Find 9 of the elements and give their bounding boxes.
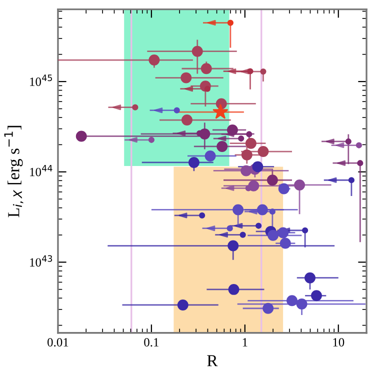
- x-axis-title: R: [207, 355, 218, 366]
- x-tick-label: 0.1: [144, 338, 159, 347]
- y-tick-label: 10$^{43}$: [30, 255, 52, 267]
- y-tick-label: 10$^{45}$: [30, 74, 52, 86]
- y-tick-label: 10$^{44}$: [30, 164, 52, 176]
- x-tick-label: 10: [333, 338, 344, 347]
- y-axis-title: L$_{i,X}$ [erg s$^{−1}$]: [4, 126, 24, 218]
- x-tick-label: 0.01: [48, 338, 68, 347]
- x-tick-label: 1: [242, 338, 248, 346]
